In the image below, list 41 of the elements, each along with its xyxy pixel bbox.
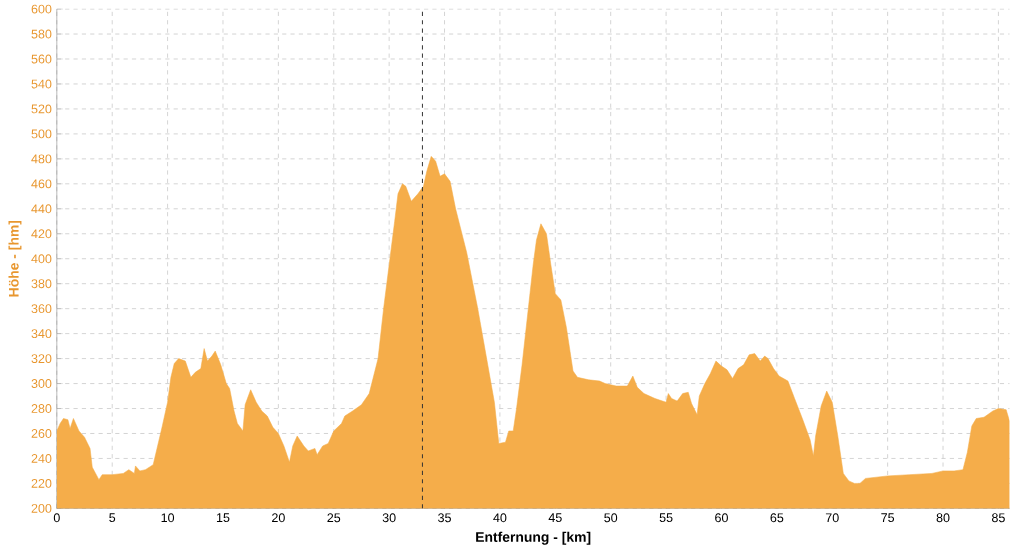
y-tick-label: 320 xyxy=(31,353,52,363)
y-tick-label: 520 xyxy=(31,104,52,114)
x-tick-label: 10 xyxy=(161,513,175,522)
y-tick-label: 260 xyxy=(31,428,52,438)
y-tick-label: 500 xyxy=(31,129,52,139)
x-tick-label: 25 xyxy=(327,513,341,522)
y-tick-label: 400 xyxy=(31,254,52,263)
x-tick-label: 55 xyxy=(659,513,673,522)
x-tick-label: 85 xyxy=(991,513,1005,522)
y-axis-title: Höhe - [hm] xyxy=(8,220,22,297)
x-tick-label: 35 xyxy=(438,513,451,522)
y-tick-label: 200 xyxy=(31,503,52,513)
x-tick-label: 75 xyxy=(881,513,895,522)
x-tick-label: 5 xyxy=(109,513,116,522)
y-tick-label: 560 xyxy=(31,54,52,64)
y-tick-label: 280 xyxy=(31,403,52,413)
y-tick-label: 480 xyxy=(31,154,52,164)
y-tick-label: 340 xyxy=(31,329,52,338)
x-tick-label: 40 xyxy=(493,513,507,522)
y-tick-label: 220 xyxy=(31,478,52,488)
y-tick-label: 380 xyxy=(31,279,52,288)
y-tick-label: 420 xyxy=(31,229,52,239)
y-tick-label: 440 xyxy=(31,204,52,214)
y-tick-label: 540 xyxy=(31,79,52,89)
x-tick-label: 45 xyxy=(548,513,562,522)
y-tick-label: 300 xyxy=(31,378,52,388)
x-tick-label: 80 xyxy=(936,513,950,522)
x-tick-label: 70 xyxy=(825,513,839,522)
y-tick-label: 600 xyxy=(31,4,52,14)
x-tick-label: 0 xyxy=(53,513,60,522)
x-tick-label: 30 xyxy=(382,513,396,522)
y-tick-label: 460 xyxy=(31,179,52,189)
x-tick-label: 20 xyxy=(272,513,285,522)
x-tick-label: 15 xyxy=(216,513,230,522)
x-tick-label: 60 xyxy=(715,513,728,522)
x-tick-label: 50 xyxy=(604,513,618,522)
y-tick-label: 360 xyxy=(31,304,52,313)
y-tick-label: 580 xyxy=(31,29,52,39)
x-tick-label: 65 xyxy=(770,513,784,522)
y-tick-label: 240 xyxy=(31,453,52,463)
x-axis-title: Entfernung - [km] xyxy=(476,531,591,545)
